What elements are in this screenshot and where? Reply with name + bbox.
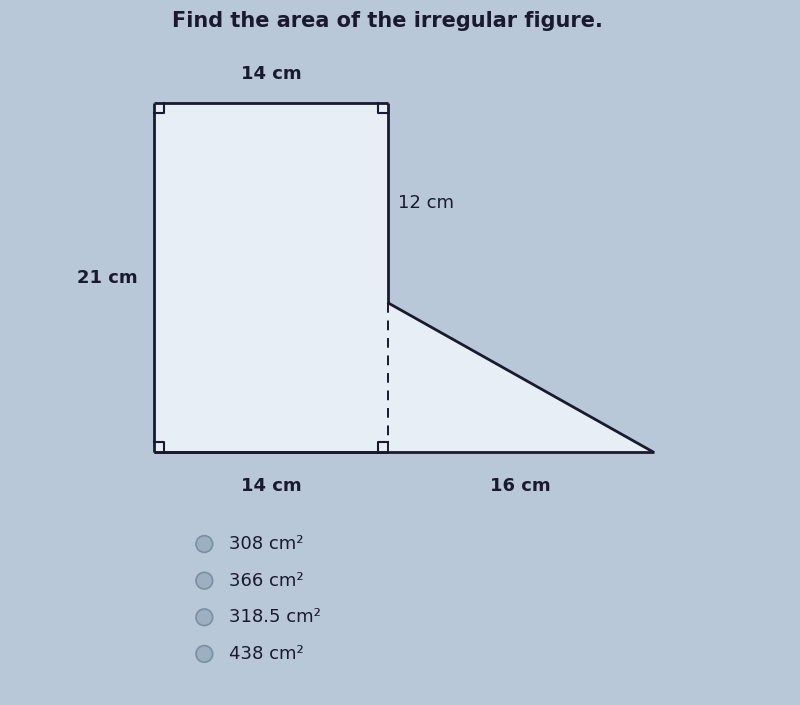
Polygon shape [154, 103, 387, 453]
Circle shape [196, 536, 213, 552]
Text: 308 cm²: 308 cm² [230, 535, 304, 553]
Text: 366 cm²: 366 cm² [230, 572, 304, 589]
Circle shape [196, 572, 213, 589]
Text: 16 cm: 16 cm [490, 477, 551, 496]
Circle shape [196, 609, 213, 625]
Text: 14 cm: 14 cm [241, 65, 302, 82]
Text: 438 cm²: 438 cm² [230, 645, 304, 663]
Text: Find the area of the irregular figure.: Find the area of the irregular figure. [172, 11, 603, 31]
Circle shape [196, 646, 213, 662]
Text: 21 cm: 21 cm [77, 269, 138, 286]
Text: 12 cm: 12 cm [398, 194, 454, 212]
Text: 14 cm: 14 cm [241, 477, 302, 496]
Text: 318.5 cm²: 318.5 cm² [230, 608, 321, 626]
Polygon shape [387, 302, 654, 453]
